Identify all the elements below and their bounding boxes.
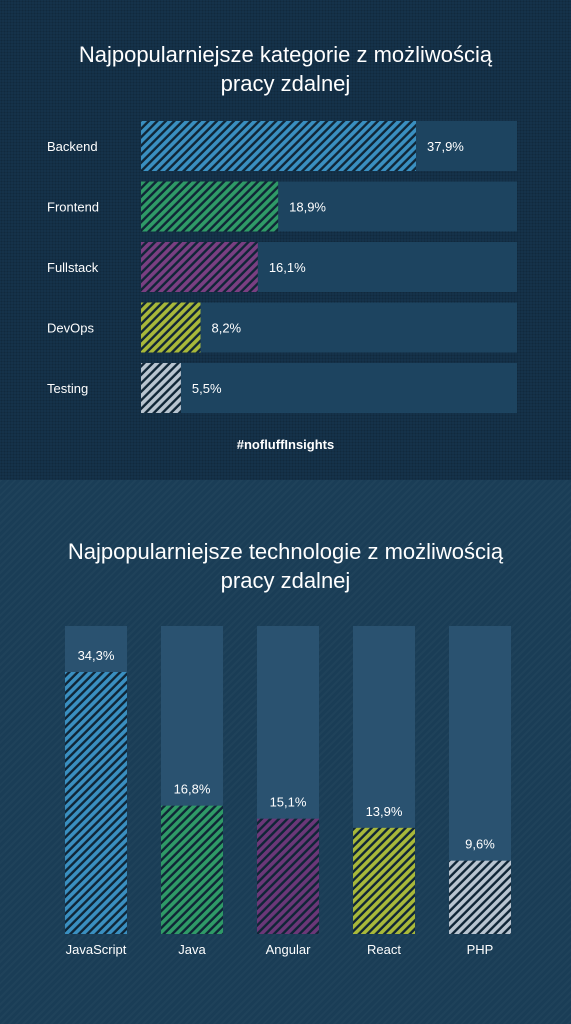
category-label: Testing [47,381,88,396]
horizontal-bar-chart: Backend 37,9% Frontend 18,9% Fullstack 16,1% D… [47,121,517,413]
bar-testing [141,363,181,413]
value-label: 5,5% [192,381,222,396]
bar-frontend [141,181,279,232]
value-label: 18,9% [289,200,326,215]
category-label: Java [178,942,206,957]
value-label: 34,3% [78,648,115,663]
bar-track [141,302,517,353]
top-chart-panel: Najpopularniejsze kategorie z możliwości… [0,0,571,480]
category-label: DevOps [47,321,94,336]
value-label: 8,2% [211,321,241,336]
category-label: Fullstack [47,260,99,275]
column-php [449,860,511,934]
category-label: Backend [47,139,98,154]
column-angular [257,818,319,934]
value-label: 9,6% [465,837,495,852]
value-label: 16,1% [269,260,306,275]
bar-fullstack [141,242,258,292]
category-label: Angular [266,942,311,957]
hashtag-footer: #nofluffInsights [236,437,335,452]
column-java [161,805,223,934]
category-label: React [367,942,401,957]
top-chart-title: Najpopularniejsze kategorie z możliwości… [78,42,493,96]
value-label: 15,1% [270,795,307,810]
bar-backend [141,121,416,171]
value-label: 13,9% [366,804,403,819]
category-label: PHP [467,942,494,957]
column-react [353,827,415,934]
vertical-bar-chart: 34,3% JavaScript 16,8% Java 15,1% Angular 13,9… [65,626,511,957]
category-label: JavaScript [66,942,127,957]
column-javascript [65,672,127,934]
bar-devops [141,302,201,353]
category-label: Frontend [47,200,99,215]
bottom-chart-title: Najpopularniejsze technologie z możliwoś… [67,539,504,593]
value-label: 16,8% [174,782,211,797]
value-label: 37,9% [427,139,464,154]
bar-track [141,363,517,413]
